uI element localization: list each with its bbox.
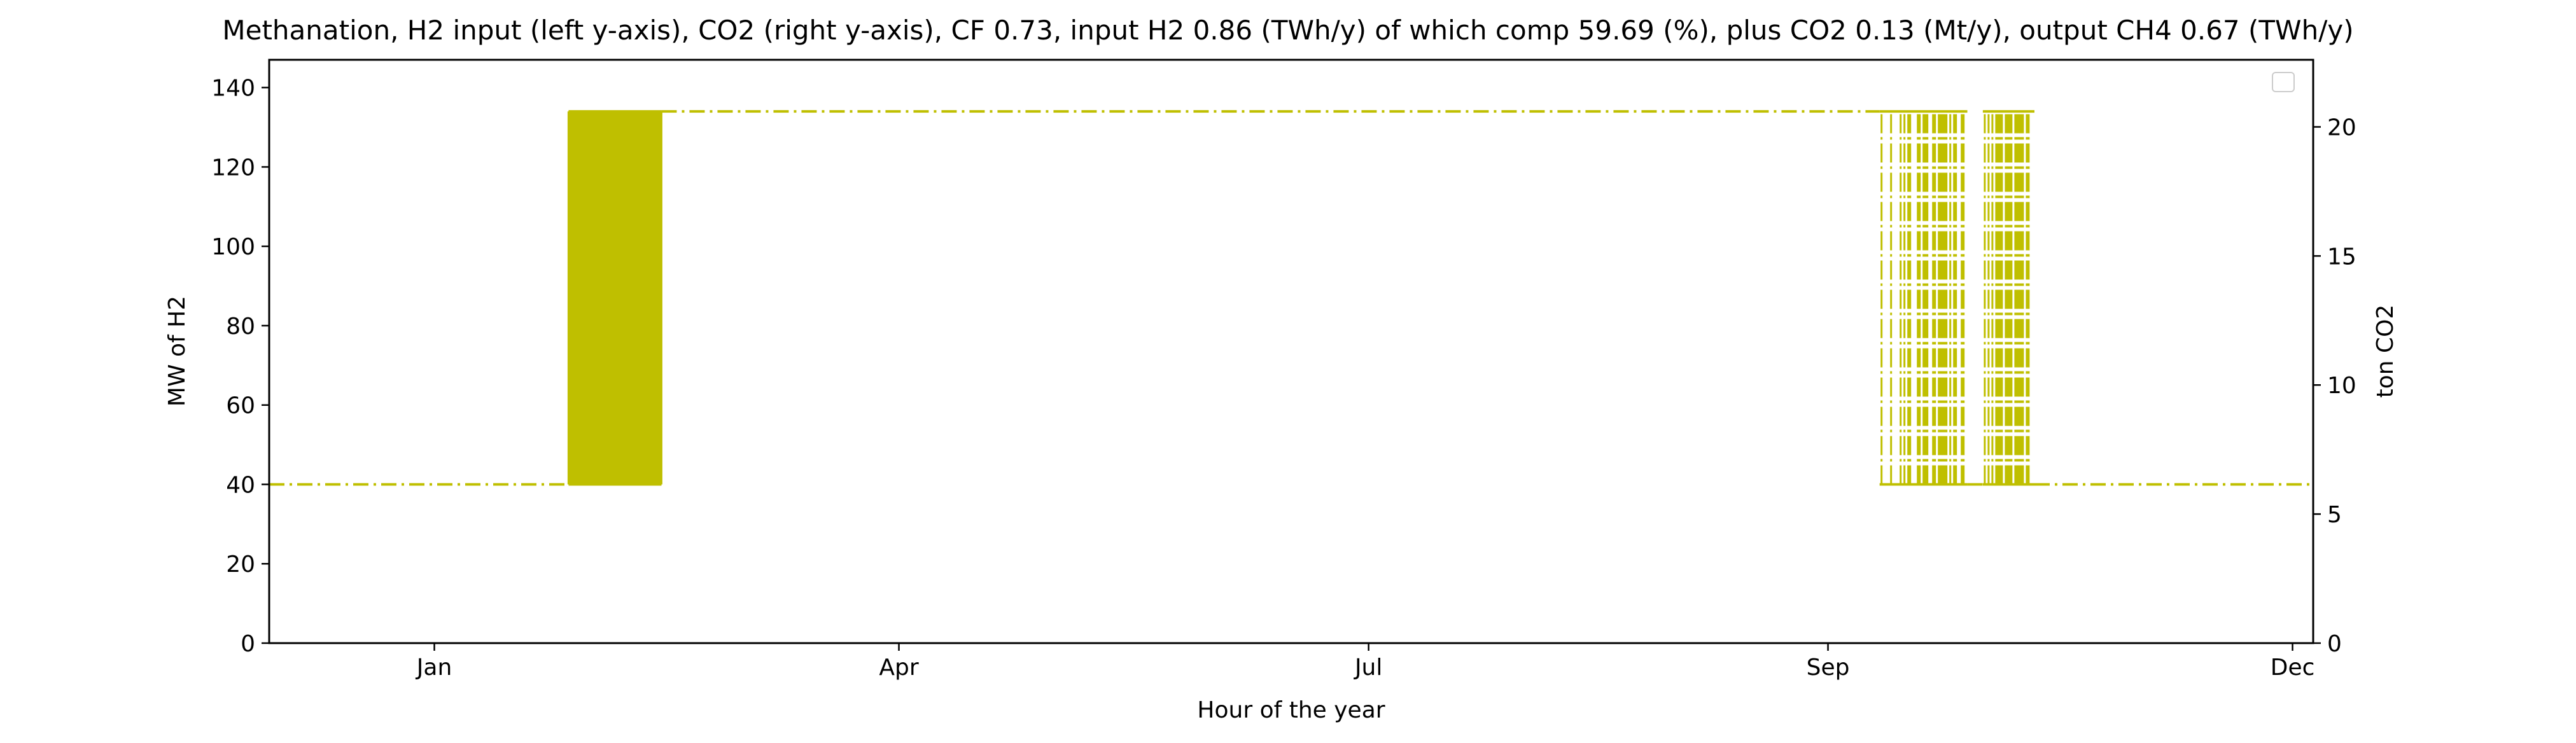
right-y-axis-label: ton CO2	[2372, 305, 2398, 398]
y-tick-label: 80	[226, 314, 255, 340]
x-tick-label: Jan	[416, 655, 452, 681]
y-tick-label: 0	[241, 631, 255, 657]
series-segment	[567, 111, 662, 485]
y-tick-label: 60	[226, 393, 255, 419]
series-segment	[1984, 111, 2030, 485]
y-tick-label: 140	[211, 76, 255, 102]
y-tick-label: 20	[226, 552, 255, 578]
x-tick-label: Dec	[2271, 655, 2315, 681]
x-axis-label: Hour of the year	[1197, 697, 1385, 723]
x-tick-label: Jul	[1354, 655, 1382, 681]
y-tick-label: 120	[211, 155, 255, 181]
right-y-tick-label: 20	[2327, 115, 2356, 141]
y-axis-ticks: 0 20 40 60 80 100 120 140	[211, 76, 269, 657]
legend-box	[2272, 72, 2295, 92]
x-tick-label: Apr	[879, 655, 918, 681]
right-y-tick-label: 10	[2327, 373, 2356, 399]
plot-frame	[268, 59, 2314, 644]
series-segment	[1880, 111, 1965, 485]
series-line	[269, 110, 2313, 486]
right-y-axis-ticks: 0 5 10 15 20	[2313, 115, 2356, 657]
plot-area	[268, 59, 2314, 644]
right-y-tick-label: 5	[2327, 502, 2342, 528]
right-y-tick-label: 0	[2327, 631, 2342, 657]
y-tick-label: 40	[226, 472, 255, 498]
x-tick-label: Sep	[1807, 655, 1850, 681]
y-axis-label: MW of H2	[164, 296, 190, 406]
right-y-tick-label: 15	[2327, 244, 2356, 270]
y-tick-label: 100	[211, 234, 255, 260]
series-layer	[269, 110, 2313, 486]
chart-title: Methanation, H2 input (left y-axis), CO2…	[222, 15, 2353, 46]
x-axis-ticks: Jan Apr Jul Sep Dec	[416, 643, 2315, 681]
